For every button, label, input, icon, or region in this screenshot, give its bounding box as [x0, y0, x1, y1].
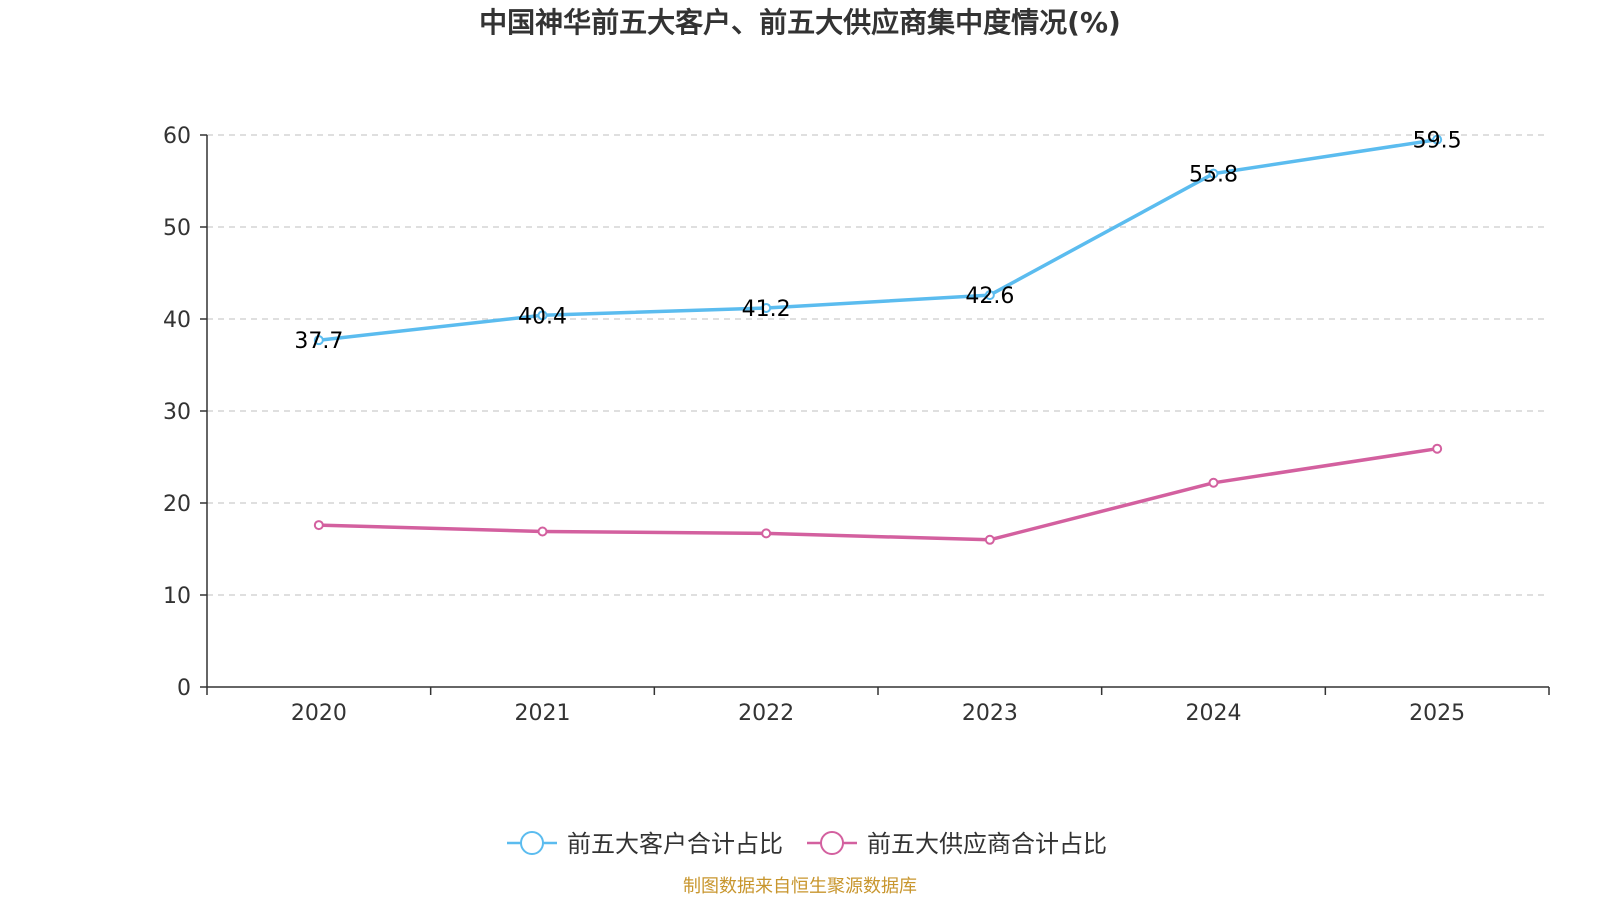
series-0-label-2021: 40.4	[518, 304, 567, 329]
series-line-0	[318, 137, 1438, 342]
grid-lines	[207, 134, 1549, 596]
y-tick-label-40: 40	[163, 308, 191, 333]
x-tick-label-2024: 2024	[1186, 701, 1242, 726]
series-0-point-2025	[1432, 134, 1443, 145]
legend-label-1: 前五大供应商合计占比	[867, 830, 1107, 858]
legend[interactable]: 前五大客户合计占比 前五大供应商合计占比	[507, 830, 1107, 858]
x-tick-label-2023: 2023	[962, 701, 1018, 726]
series-0-point-2020	[313, 335, 324, 346]
series-1-point-2023	[984, 534, 995, 545]
series-0-label-2023: 42.6	[965, 284, 1014, 309]
legend-item-1[interactable]: 前五大供应商合计占比	[807, 830, 1107, 858]
series-1-point-2025	[1432, 443, 1443, 454]
series-0-point-2023	[984, 290, 995, 301]
series-0-label-2020: 37.7	[294, 329, 343, 354]
x-tick-label-2021: 2021	[515, 701, 571, 726]
series-0-label-2022: 41.2	[742, 297, 791, 322]
series-0-label-2025: 59.5	[1413, 129, 1462, 154]
series	[313, 134, 1443, 545]
series-1-point-2022	[761, 528, 772, 539]
x-tick-label-2022: 2022	[738, 701, 794, 726]
series-1-point-2020	[313, 520, 324, 531]
series-line-1	[318, 446, 1438, 542]
y-tick-label-10: 10	[163, 584, 191, 609]
series-0-label-2024: 55.8	[1189, 163, 1238, 188]
y-tick-label-30: 30	[163, 400, 191, 425]
series-0-point-2021	[537, 310, 548, 321]
series-1-point-2024	[1208, 477, 1219, 488]
axes: 0 10 20 30 40 50 60 2020 2021 2022 2023 2024 2025	[163, 124, 1550, 726]
series-0-point-2022	[761, 302, 772, 313]
legend-marker-0	[520, 831, 544, 855]
y-tick-label-20: 20	[163, 492, 191, 517]
y-tick-label-50: 50	[163, 216, 191, 241]
legend-label-0: 前五大客户合计占比	[567, 830, 783, 858]
legend-marker-1	[820, 831, 844, 855]
x-tick-label-2020: 2020	[291, 701, 347, 726]
chart-title: 中国神华前五大客户、前五大供应商集中度情况(%)	[479, 6, 1121, 39]
x-tick-label-2025: 2025	[1409, 701, 1465, 726]
legend-item-0[interactable]: 前五大客户合计占比	[507, 830, 783, 858]
data-labels: 37.7 40.4 41.2 42.6 55.8 59.5	[294, 129, 1461, 355]
series-0-point-2024	[1208, 168, 1219, 179]
y-tick-label-60: 60	[163, 124, 191, 149]
y-tick-label-0: 0	[177, 676, 191, 701]
source-note: 制图数据来自恒生聚源数据库	[683, 876, 917, 897]
series-1-point-2021	[537, 526, 548, 537]
